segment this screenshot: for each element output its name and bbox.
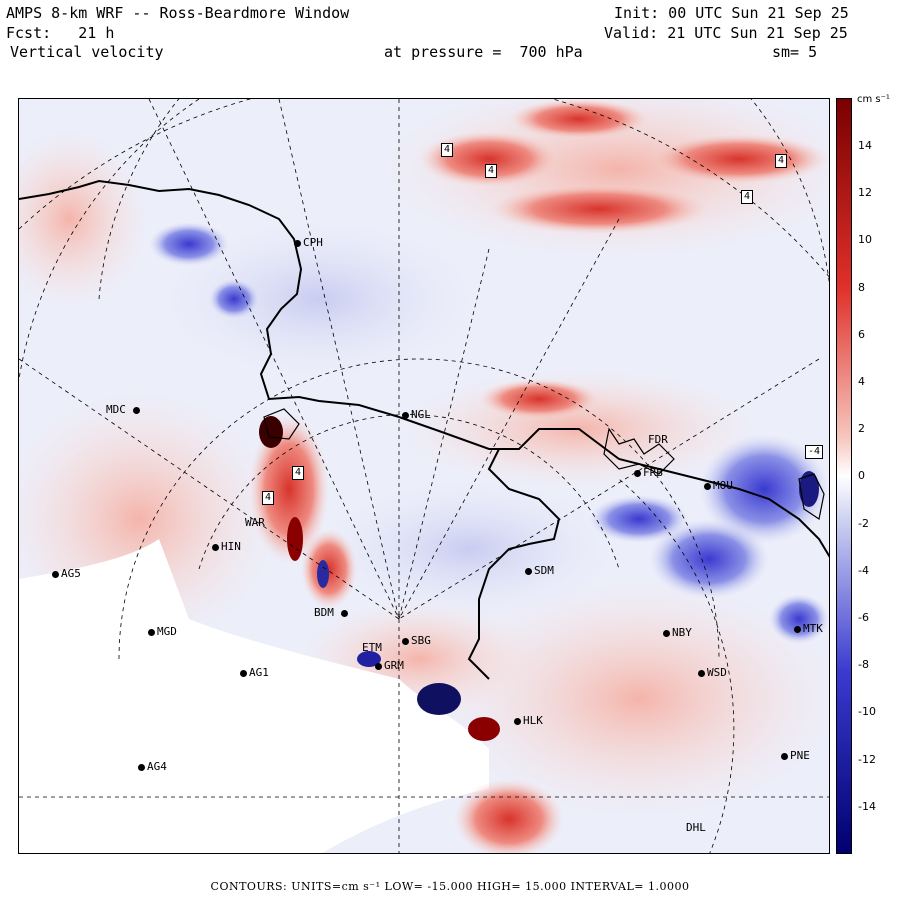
station-ngl: NGL [402, 409, 431, 421]
contour-label: 4 [441, 143, 454, 157]
station-mtk: MTK [794, 623, 823, 635]
vertical-velocity-field [19, 99, 829, 853]
init-time: Init: 00 UTC Sun 21 Sep 25 [614, 4, 849, 22]
contour-label: 4 [262, 491, 275, 505]
station-sbg: SBG [402, 635, 431, 647]
station-marker [698, 669, 705, 677]
colorbar-tick-label: 4 [858, 375, 865, 388]
colorbar-tick-label: -4 [858, 563, 869, 577]
station-etm: ETM [362, 641, 382, 654]
colorbar-tick-label: -14 [858, 799, 876, 813]
colorbar-tick-label: -2 [858, 516, 869, 530]
pressure-level: at pressure = 700 hPa [384, 43, 583, 61]
station-frb: FRB [634, 467, 663, 479]
station-cph: CPH [294, 237, 323, 249]
contour-label: -4 [805, 445, 824, 459]
colorbar-tick-label: -10 [858, 705, 876, 719]
station-mdc: MDC [106, 404, 142, 416]
smoothing-value: sm= 5 [772, 43, 818, 61]
station-grm: GRM [375, 660, 404, 672]
contour-label: 4 [741, 190, 754, 204]
colorbar [836, 98, 852, 854]
colorbar-tick-label: 8 [858, 280, 865, 294]
contour-label: 4 [292, 466, 305, 480]
colorbar-tick-label: -6 [858, 611, 869, 624]
contour-label: 4 [775, 154, 788, 168]
colorbar-tick-label: 10 [858, 233, 872, 247]
station-marker [148, 628, 155, 636]
station-marker [781, 752, 788, 760]
station-nby: NBY [663, 627, 692, 639]
station-marker [340, 609, 348, 617]
forecast-hour: Fcst: 21 h [6, 24, 115, 42]
station-marker [132, 406, 140, 414]
station-marker [663, 629, 670, 637]
valid-time: Valid: 21 UTC Sun 21 Sep 25 [604, 24, 848, 42]
station-ag5: AG5 [52, 568, 81, 580]
contour-info: CONTOURS: UNITS=cm s⁻¹ LOW= -15.000 HIGH… [210, 880, 690, 893]
contour-label: 4 [485, 164, 498, 178]
colorbar-tick-label: 12 [858, 186, 872, 200]
map-panel [18, 98, 830, 854]
station-marker [704, 482, 711, 490]
station-wsd: WSD [698, 667, 727, 679]
station-marker [52, 570, 59, 578]
colorbar-tick-label: -12 [858, 752, 876, 766]
station-mou: MOU [704, 480, 733, 492]
station-ag4: AG4 [138, 761, 167, 773]
station-marker [375, 662, 382, 670]
colorbar-tick-label: 6 [858, 327, 865, 341]
station-pne: PNE [781, 750, 810, 762]
map-title: AMPS 8-km WRF -- Ross-Beardmore Window [6, 4, 350, 22]
station-marker [294, 239, 301, 247]
colorbar-tick-label: 0 [858, 469, 865, 483]
station-ag1: AG1 [240, 667, 269, 679]
station-war: WAR [245, 516, 265, 529]
station-marker [212, 543, 219, 551]
station-fdr: FDR [648, 433, 668, 446]
station-hlk: HLK [514, 715, 543, 727]
station-marker [525, 567, 532, 575]
station-sdm: SDM [525, 565, 554, 577]
station-marker [514, 717, 521, 725]
colorbar-unit: cm s⁻¹ [857, 94, 890, 105]
station-mgd: MGD [148, 626, 177, 638]
station-dhl: DHL [686, 821, 706, 834]
colorbar-tick-label: 2 [858, 422, 865, 436]
station-hin: HIN [212, 541, 241, 553]
station-marker [634, 469, 641, 477]
station-marker [794, 625, 801, 633]
colorbar-tick-label: -8 [858, 658, 869, 672]
station-marker [402, 637, 409, 645]
station-marker [138, 763, 145, 771]
colorbar-tick-label: 14 [858, 139, 872, 152]
station-marker [240, 669, 247, 677]
station-marker [402, 411, 409, 419]
station-bdm: BDM [314, 607, 350, 619]
field-name: Vertical velocity [10, 43, 164, 61]
